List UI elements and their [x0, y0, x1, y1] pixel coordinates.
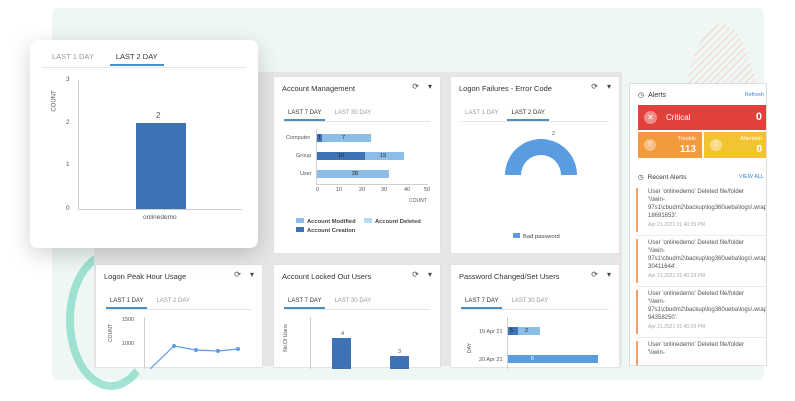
tab-last-2-day[interactable]: LAST 2 DAY: [109, 52, 164, 66]
password-changed-widget: Password Changed/Set Users ⟳ ▾ LAST 7 DAY…: [450, 264, 620, 369]
critical-tile[interactable]: ✕ Critical 0: [638, 105, 766, 130]
attention-tile[interactable]: ! Attention 0: [704, 132, 766, 158]
alerts-panel: ◷ Alerts Refresh ✕ Critical 0 !! Trouble …: [629, 83, 767, 366]
tab-last-30-day[interactable]: LAST 30 DAY: [511, 298, 549, 304]
widget-title: Account Management: [282, 84, 355, 93]
widget-title: Account Locked Out Users: [282, 272, 372, 281]
x-category: onlinedemo: [143, 214, 177, 221]
chevron-down-icon[interactable]: ▾: [606, 270, 611, 279]
y-axis-label: No.Of Users: [282, 324, 289, 352]
tab-last-7-day[interactable]: LAST 7 DAY: [461, 298, 503, 309]
tab-last-1-day[interactable]: LAST 1 DAY: [106, 298, 148, 309]
alert-item[interactable]: User 'onlinedemo' Deleted file/folder '\…: [636, 341, 766, 365]
tab-last-2-day[interactable]: LAST 2 DAY: [156, 298, 190, 304]
bar-locked-1: [332, 338, 351, 369]
row-label: 20 Apr 21: [479, 357, 503, 363]
bar-20apr: [508, 355, 598, 363]
recent-alerts-title: Recent Alerts: [647, 174, 687, 181]
tab-last-1-day[interactable]: LAST 1 DAY: [465, 110, 499, 116]
bar-computer-modified: [322, 134, 371, 142]
row-label: User: [300, 171, 312, 177]
tab-last-30-day[interactable]: LAST 30 DAY: [334, 298, 372, 304]
gauge-value: 2: [552, 131, 556, 137]
alert-item[interactable]: User 'onlinedemo' Deleted file/folder '\…: [636, 290, 766, 334]
alert-time: Apr 21,2021 01:40:29 PM: [648, 273, 705, 279]
refresh-icon[interactable]: ⟳: [591, 82, 598, 91]
legend-account-deleted: Account Deleted: [364, 218, 421, 225]
bar-group-creation: [317, 152, 365, 160]
bar-user-modified: [317, 170, 389, 178]
critical-label: Critical: [666, 113, 691, 122]
bar-onlinedemo: [136, 123, 186, 209]
x-axis-label: COUNT: [409, 198, 427, 204]
row-label: Computer: [286, 135, 311, 141]
trouble-label: Trouble: [677, 136, 696, 142]
widget-title: Logon Peak Hour Usage: [104, 272, 187, 281]
bar-group-modified: [365, 152, 404, 160]
widget-title: Password Changed/Set Users: [459, 272, 560, 281]
refresh-icon[interactable]: ⟳: [412, 82, 419, 91]
logon-failures-widget: Logon Failures - Error Code ⟳ ▾ LAST 1 DA…: [450, 76, 620, 254]
bar-19apr-b: [518, 327, 540, 335]
alert-time: Apr 21,2021 01:40:29 PM: [648, 222, 705, 228]
row-label: Group: [296, 153, 312, 159]
bar-19apr-a: [508, 327, 518, 335]
clock-icon: ◷: [638, 92, 645, 99]
trouble-count: 113: [679, 144, 696, 155]
bar-locked-2: [390, 356, 409, 369]
alert-item[interactable]: User 'onlinedemo' Deleted file/folder '\…: [636, 239, 766, 283]
view-all-link[interactable]: VIEW ALL: [738, 174, 764, 180]
alert-time: Apr 21,2021 01:40:29 PM: [648, 324, 705, 330]
chevron-down-icon[interactable]: ▾: [606, 82, 611, 91]
floating-chart-card: LAST 1 DAY LAST 2 DAY COUNT 3 2 1 0 2 on…: [30, 40, 258, 248]
trouble-tile[interactable]: !! Trouble 113: [638, 132, 702, 158]
chevron-down-icon[interactable]: ▾: [427, 270, 432, 279]
tab-last-7-day[interactable]: LAST 7 DAY: [284, 110, 326, 121]
refresh-icon[interactable]: ⟳: [591, 270, 598, 279]
logon-peak-hour-widget: Logon Peak Hour Usage ⟳ ▾ LAST 1 DAY LAST…: [95, 264, 263, 369]
attention-label: Attention: [740, 136, 762, 142]
legend-account-creation: Account Creation: [296, 227, 355, 234]
account-management-widget: Account Management ⟳ ▾ LAST 7 DAY LAST 30…: [273, 76, 441, 254]
y-axis-label: COUNT: [107, 324, 114, 342]
critical-count: 0: [755, 111, 762, 123]
tab-last-1-day[interactable]: LAST 1 DAY: [52, 52, 94, 61]
peak-line-chart: [149, 344, 240, 369]
account-locked-out-widget: Account Locked Out Users ⟳ ▾ LAST 7 DAY L…: [273, 264, 441, 369]
bar-value: 2: [156, 111, 161, 120]
exclamation-icon: !: [710, 139, 722, 151]
clock-icon: ◷: [638, 174, 644, 181]
gauge-chart: [505, 139, 577, 175]
bar-value: 4: [341, 331, 345, 337]
tab-last-2-day[interactable]: LAST 2 DAY: [507, 110, 549, 121]
close-circle-icon: ✕: [644, 111, 657, 124]
row-label: 19 Apr 21: [479, 329, 503, 335]
refresh-link[interactable]: Refresh: [744, 92, 764, 98]
y-axis-label: COUNT: [51, 90, 58, 112]
widget-title: Logon Failures - Error Code: [459, 84, 552, 93]
refresh-icon[interactable]: ⟳: [412, 270, 419, 279]
y-axis-label: DAY: [466, 343, 473, 353]
legend-bad-password: Bad password: [513, 233, 560, 240]
chevron-down-icon[interactable]: ▾: [427, 82, 432, 91]
refresh-icon[interactable]: ⟳: [234, 270, 241, 279]
tab-last-7-day[interactable]: LAST 7 DAY: [284, 298, 326, 309]
chevron-down-icon[interactable]: ▾: [249, 270, 254, 279]
legend-account-modified: Account Modified: [296, 218, 356, 225]
tab-last-30-day[interactable]: LAST 30 DAY: [334, 110, 372, 116]
alert-item[interactable]: User 'onlinedemo' Deleted file/folder '\…: [636, 188, 766, 232]
alerts-title: Alerts: [648, 92, 667, 99]
attention-count: 0: [756, 144, 762, 155]
bar-value: 3: [398, 349, 402, 355]
exclamation-icon: !!: [644, 139, 656, 151]
bar-computer-creation: [317, 134, 322, 142]
